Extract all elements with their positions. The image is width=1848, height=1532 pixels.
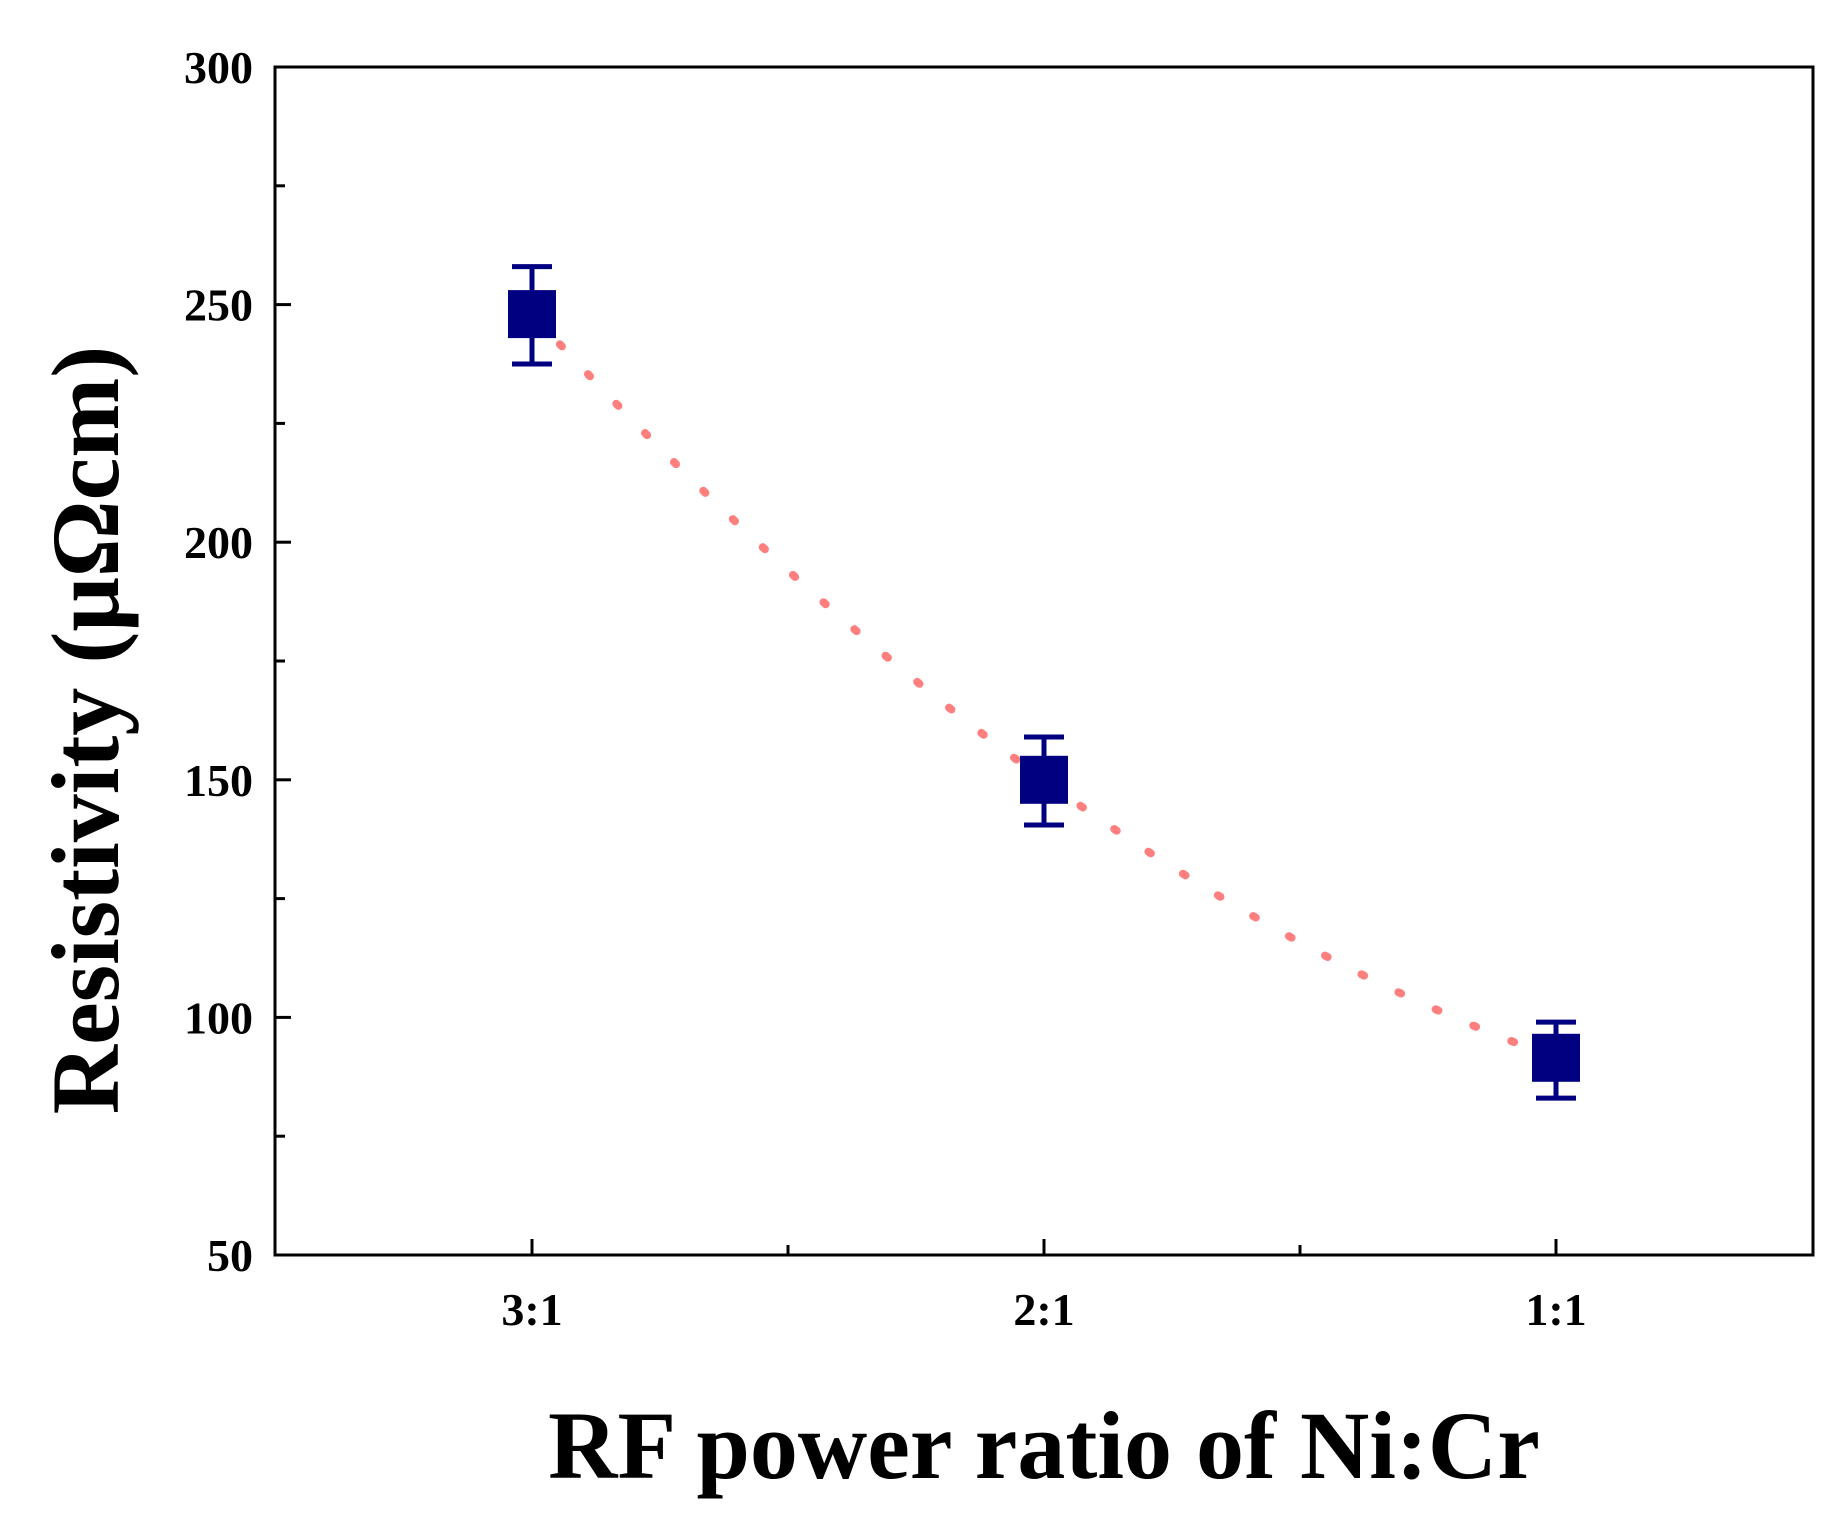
y-tick-label: 200 bbox=[184, 517, 253, 568]
data-points-layer bbox=[508, 264, 1580, 1101]
x-tick-label: 2:1 bbox=[1013, 1284, 1074, 1335]
y-tick-label: 50 bbox=[207, 1230, 253, 1281]
data-point-marker bbox=[508, 290, 556, 339]
x-tick-label: 3:1 bbox=[501, 1284, 562, 1335]
y-tick-label: 150 bbox=[184, 755, 253, 806]
y-tick-label: 300 bbox=[184, 42, 253, 93]
x-tick-label: 1:1 bbox=[1525, 1284, 1586, 1335]
trend-line bbox=[528, 310, 1560, 1062]
y-axis-ticks: 50 100 150 200 250 300 bbox=[184, 42, 291, 1281]
x-axis-title: RF power ratio of Ni:Cr bbox=[548, 1392, 1540, 1499]
y-axis-title: Resistivity (μΩcm) bbox=[32, 346, 139, 1114]
data-point-marker bbox=[1532, 1033, 1580, 1082]
y-tick-label: 250 bbox=[184, 280, 253, 331]
trend-line-layer bbox=[528, 310, 1560, 1062]
x-axis-ticks: 3:1 2:1 1:1 bbox=[501, 1239, 1587, 1335]
data-point-marker bbox=[1020, 755, 1068, 804]
y-tick-label: 100 bbox=[184, 992, 253, 1043]
plot-frame bbox=[273, 65, 1815, 1257]
